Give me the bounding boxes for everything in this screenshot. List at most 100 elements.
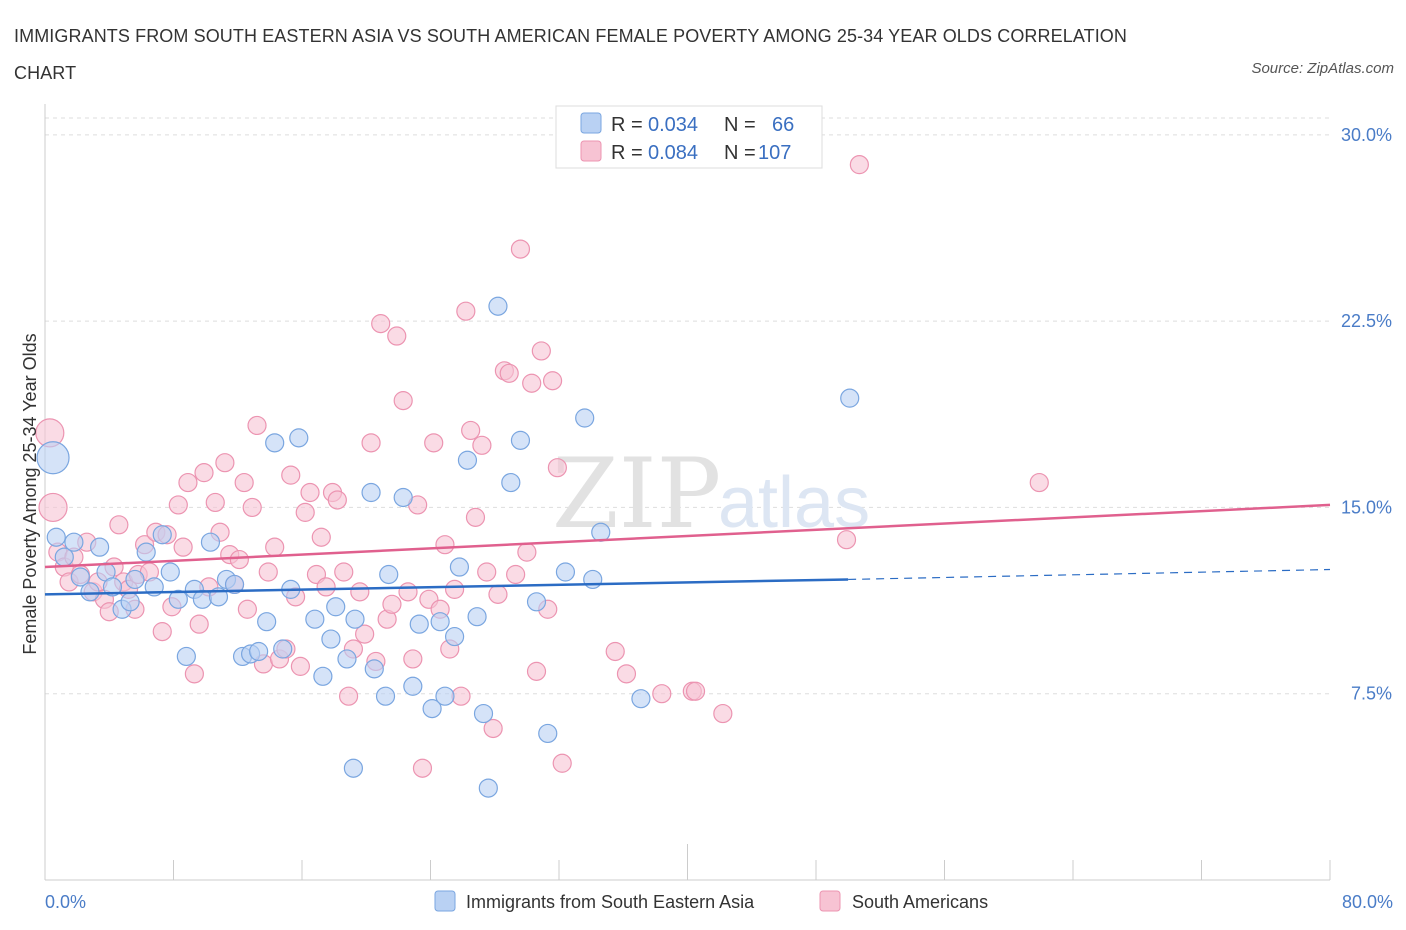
- se-asia-point: [326, 597, 346, 617]
- se-asia-point: [379, 564, 399, 585]
- south-americans-point: [168, 495, 188, 515]
- legend-n-label-2: N =: [724, 142, 756, 164]
- south-americans-point: [517, 542, 537, 562]
- south-americans-point: [38, 492, 68, 523]
- se-asia-point: [136, 542, 156, 562]
- se-asia-point: [64, 532, 84, 552]
- se-asia-point: [176, 646, 196, 667]
- se-asia-point: [80, 582, 100, 602]
- south-americans-point: [178, 472, 198, 493]
- south-americans-point: [184, 664, 204, 684]
- south-americans-point: [194, 463, 214, 483]
- south-americans-point: [526, 661, 547, 681]
- se-asia-point: [102, 577, 123, 597]
- se-asia-point: [343, 758, 363, 778]
- chart-title: IMMIGRANTS FROM SOUTH EASTERN ASIA VS SO…: [14, 26, 1127, 83]
- south-americans-point: [477, 562, 497, 582]
- south-americans-point: [334, 562, 354, 582]
- y-tick-label: 7.5%: [1351, 684, 1392, 704]
- bottom-legend-swatch-pink: [819, 890, 841, 912]
- source-credit: Source: ZipAtlas.com: [1251, 60, 1394, 77]
- south-americans-point: [616, 664, 637, 684]
- se-asia-point: [457, 450, 478, 470]
- south-americans-point: [435, 535, 455, 555]
- y-axis-label: Female Poverty Among 25-34 Year Olds: [20, 333, 40, 654]
- south-americans-point: [237, 599, 257, 619]
- se-asia-point: [265, 433, 285, 453]
- watermark-zip: ZIP: [552, 438, 721, 550]
- south-americans-point: [205, 492, 225, 513]
- south-americans-point: [338, 686, 359, 706]
- south-americans-point: [444, 579, 465, 599]
- se-asia-point: [375, 686, 396, 706]
- se-asia-point: [526, 592, 547, 612]
- gridlines: [45, 117, 1330, 695]
- south-americans-point: [713, 703, 733, 724]
- se-asia-point: [168, 589, 188, 609]
- south-americans-point: [242, 497, 262, 518]
- se-asia-point: [224, 574, 245, 595]
- south-americans-point: [605, 641, 625, 662]
- south-americans-point: [685, 681, 706, 701]
- y-tick-labels: 7.5% 15.0% 22.5% 30.0%: [1341, 125, 1392, 704]
- south-americans-point: [424, 433, 444, 453]
- se-asia-point: [467, 607, 487, 627]
- south-americans-point: [327, 490, 347, 510]
- se-asia-point: [313, 666, 333, 686]
- se-asia-point: [473, 703, 494, 724]
- axes: [44, 104, 1331, 881]
- se-asia-point: [90, 537, 110, 557]
- se-asia-point: [430, 612, 450, 632]
- south-americans-point: [265, 537, 285, 557]
- south-americans-point: [652, 684, 672, 704]
- se-asia-point: [583, 569, 603, 590]
- y-tick-label: 30.0%: [1341, 125, 1392, 145]
- south-americans-point: [234, 472, 254, 493]
- x-tick-label-min: 0.0%: [45, 892, 86, 912]
- south-americans-point: [109, 515, 129, 535]
- south-americans-point: [229, 549, 249, 570]
- se-asia-point: [120, 592, 140, 612]
- se-asia-point: [337, 649, 357, 669]
- y-tick-label: 22.5%: [1341, 311, 1392, 331]
- se-asia-point: [449, 557, 470, 577]
- south-americans-point: [1029, 472, 1049, 493]
- south-americans-point: [506, 564, 526, 585]
- south-americans-point: [542, 371, 563, 391]
- south-americans-trend-line: [44, 503, 1331, 569]
- se-asia-point: [70, 567, 90, 587]
- se-asia-point: [249, 641, 269, 662]
- south-americans-point: [152, 622, 172, 642]
- south-americans-point: [461, 420, 481, 441]
- se-asia-point: [289, 428, 309, 448]
- se-asia-point: [364, 659, 384, 679]
- bottom-legend: Immigrants from South Eastern Asia South…: [434, 890, 988, 912]
- south-americans-point: [531, 341, 551, 361]
- se-asia-trend-line: [44, 578, 849, 596]
- se-asia-point: [345, 609, 365, 629]
- legend-r-label-1: R =: [611, 114, 643, 136]
- legend-n-label-1: N =: [724, 114, 756, 136]
- se-asia-point: [538, 723, 558, 744]
- south-americans-point: [522, 373, 542, 393]
- se-asia-point: [36, 441, 70, 475]
- south-americans-point: [215, 453, 235, 473]
- se-asia-point: [361, 482, 381, 503]
- legend-swatch-blue: [580, 112, 602, 134]
- se-asia-point: [510, 430, 531, 450]
- se-asia-point: [444, 626, 465, 647]
- legend-r-label-2: R =: [611, 142, 643, 164]
- south-americans-point: [247, 415, 267, 436]
- se-asia-point: [403, 676, 423, 696]
- south-americans-point: [836, 530, 857, 550]
- se-asia-trend-extension: [848, 568, 1331, 581]
- se-asia-point: [46, 527, 66, 547]
- se-asia-point: [273, 639, 293, 659]
- se-asia-point: [488, 296, 508, 316]
- legend-r-value-1: 0.034: [648, 114, 698, 136]
- se-asia-point: [422, 699, 442, 719]
- legend-r-value-2: 0.084: [648, 142, 698, 164]
- south-americans-point: [552, 753, 572, 773]
- south-americans-point: [483, 718, 503, 739]
